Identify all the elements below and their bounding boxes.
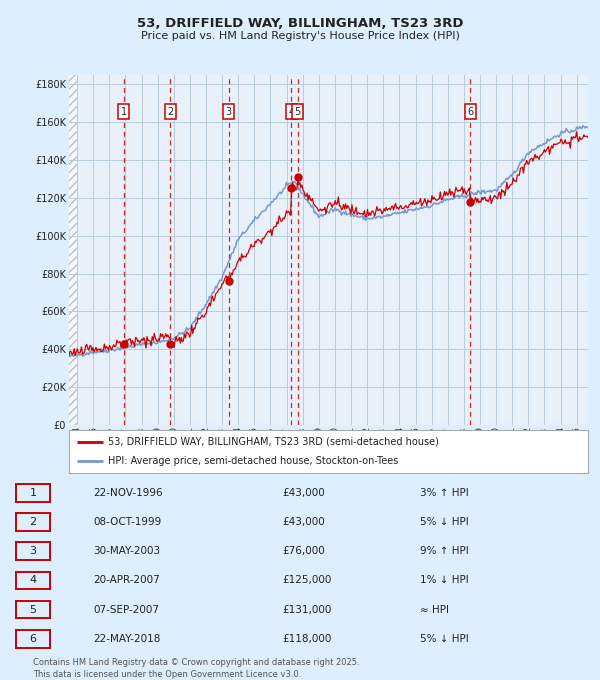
Text: 5: 5: [295, 107, 301, 116]
Text: 9% ↑ HPI: 9% ↑ HPI: [420, 546, 469, 556]
Text: 1: 1: [29, 488, 37, 498]
Text: £125,000: £125,000: [282, 575, 331, 585]
Text: £76,000: £76,000: [282, 546, 325, 556]
Text: 6: 6: [29, 634, 37, 644]
Text: HPI: Average price, semi-detached house, Stockton-on-Tees: HPI: Average price, semi-detached house,…: [108, 456, 398, 466]
Text: £118,000: £118,000: [282, 634, 331, 644]
Bar: [69, 75, 77, 425]
Text: £43,000: £43,000: [282, 488, 325, 498]
Text: 22-NOV-1996: 22-NOV-1996: [93, 488, 163, 498]
Text: 07-SEP-2007: 07-SEP-2007: [93, 605, 159, 615]
Text: 3% ↑ HPI: 3% ↑ HPI: [420, 488, 469, 498]
Text: 4: 4: [289, 107, 295, 116]
Text: 5% ↓ HPI: 5% ↓ HPI: [420, 634, 469, 644]
Text: 4: 4: [29, 575, 37, 585]
Text: Price paid vs. HM Land Registry's House Price Index (HPI): Price paid vs. HM Land Registry's House …: [140, 31, 460, 41]
Text: 2: 2: [29, 517, 37, 527]
Text: 53, DRIFFIELD WAY, BILLINGHAM, TS23 3RD: 53, DRIFFIELD WAY, BILLINGHAM, TS23 3RD: [137, 17, 463, 30]
Text: 3: 3: [226, 107, 232, 116]
Text: 22-MAY-2018: 22-MAY-2018: [93, 634, 160, 644]
Text: £43,000: £43,000: [282, 517, 325, 527]
Text: ≈ HPI: ≈ HPI: [420, 605, 449, 615]
Text: This data is licensed under the Open Government Licence v3.0.: This data is licensed under the Open Gov…: [33, 670, 301, 679]
Text: 6: 6: [467, 107, 473, 116]
Text: 5% ↓ HPI: 5% ↓ HPI: [420, 517, 469, 527]
Text: 5: 5: [29, 605, 37, 615]
Text: 08-OCT-1999: 08-OCT-1999: [93, 517, 161, 527]
Text: 30-MAY-2003: 30-MAY-2003: [93, 546, 160, 556]
Text: £131,000: £131,000: [282, 605, 331, 615]
Text: 1: 1: [121, 107, 127, 116]
Text: 1% ↓ HPI: 1% ↓ HPI: [420, 575, 469, 585]
Text: 20-APR-2007: 20-APR-2007: [93, 575, 160, 585]
Text: Contains HM Land Registry data © Crown copyright and database right 2025.: Contains HM Land Registry data © Crown c…: [33, 658, 359, 666]
Text: 2: 2: [167, 107, 173, 116]
Text: 53, DRIFFIELD WAY, BILLINGHAM, TS23 3RD (semi-detached house): 53, DRIFFIELD WAY, BILLINGHAM, TS23 3RD …: [108, 437, 439, 447]
Text: 3: 3: [29, 546, 37, 556]
